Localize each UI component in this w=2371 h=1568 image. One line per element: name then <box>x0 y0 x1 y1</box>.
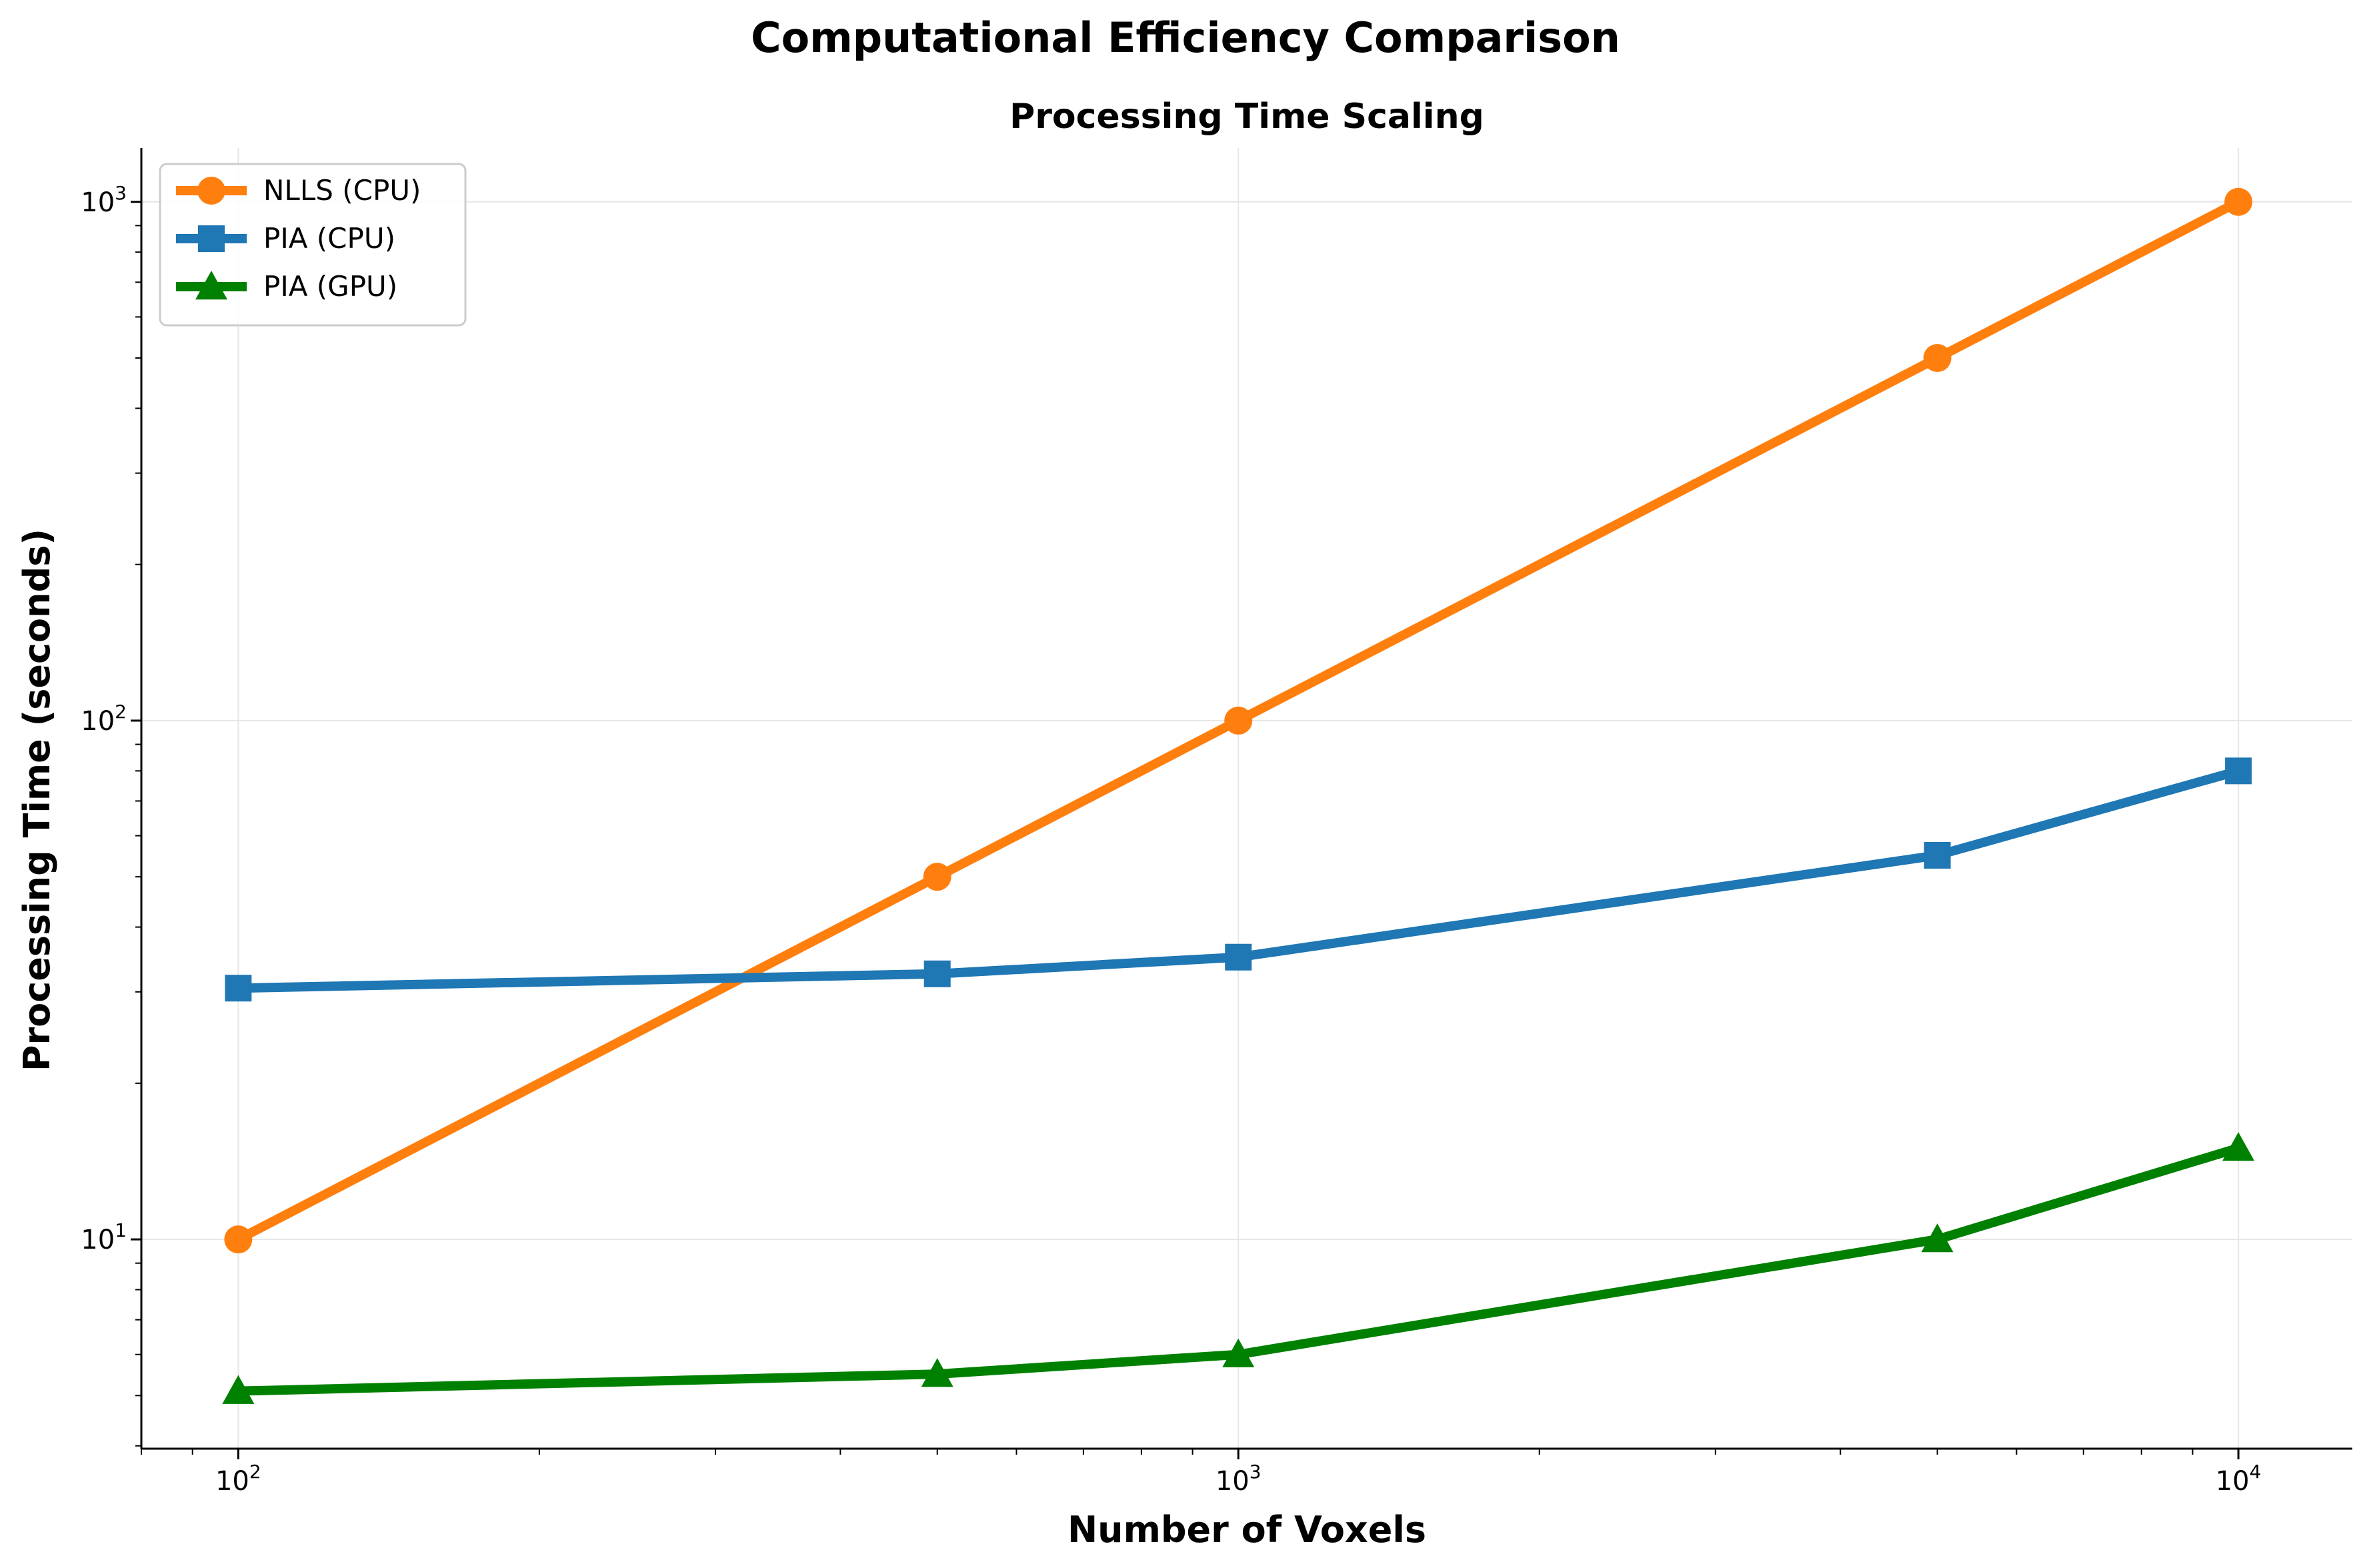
data-point <box>225 975 252 1002</box>
series-0 <box>224 187 2253 1254</box>
series-group <box>222 187 2255 1404</box>
grid <box>141 148 2352 1449</box>
chart-title: Processing Time Scaling <box>1009 97 1484 137</box>
data-point <box>921 1358 953 1387</box>
x-tick-label: 103 <box>1216 1461 1262 1497</box>
legend-marker <box>197 177 225 205</box>
x-tick-label: 104 <box>2216 1461 2262 1497</box>
chart-suptitle: Computational Efficiency Comparison <box>751 13 1620 62</box>
data-point <box>2225 757 2252 785</box>
data-point <box>222 1375 255 1404</box>
y-tick-label: 101 <box>81 1219 127 1255</box>
data-point <box>1923 344 1952 373</box>
data-point <box>1222 1338 1255 1367</box>
data-point <box>923 863 951 891</box>
x-tick-label: 102 <box>215 1461 261 1497</box>
data-point <box>923 960 951 987</box>
data-point <box>224 1225 253 1254</box>
axes <box>131 148 2352 1459</box>
data-point <box>1921 1223 1954 1253</box>
series-2 <box>222 1132 2255 1404</box>
series-1 <box>225 757 2252 1002</box>
data-point <box>1225 943 1252 971</box>
data-point <box>2222 1132 2255 1161</box>
tick-labels: 102 103 104 101 102 103 <box>81 182 2261 1497</box>
data-point <box>2224 187 2253 216</box>
data-point <box>1224 706 1253 735</box>
y-tick-label: 102 <box>81 701 127 737</box>
legend-marker <box>198 225 225 252</box>
legend-label: PIA (GPU) <box>263 270 397 303</box>
legend-label: NLLS (CPU) <box>263 174 421 207</box>
legend-marker <box>195 271 227 300</box>
legend: NLLS (CPU) PIA (CPU) PIA (GPU) <box>159 163 467 327</box>
legend-label: PIA (CPU) <box>263 222 395 255</box>
y-tick-label: 103 <box>81 182 127 218</box>
data-point <box>1924 841 1951 869</box>
y-axis-label: Processing Time (seconds) <box>16 529 58 1071</box>
x-axis-label: Number of Voxels <box>1067 1509 1426 1551</box>
